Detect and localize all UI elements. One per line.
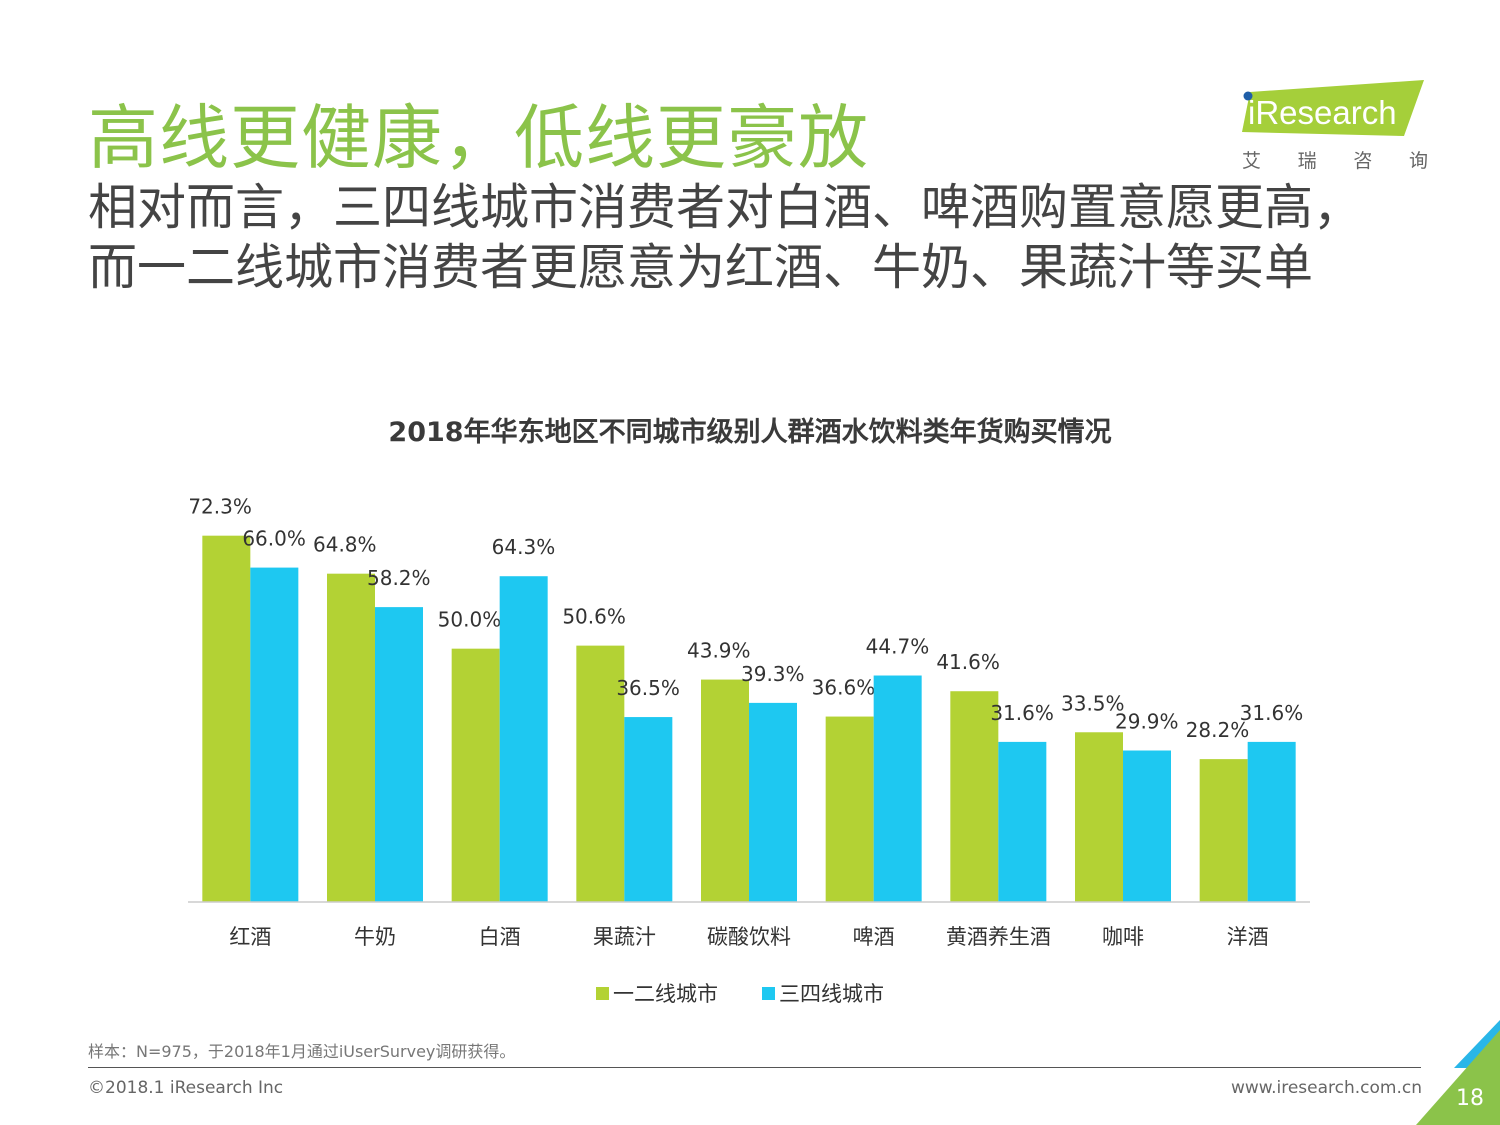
logo-cn-char: 咨: [1353, 150, 1373, 172]
subtitle-line-2: 而一二线城市消费者更愿意为红酒、牛奶、果蔬汁等买单: [88, 239, 1314, 296]
data-label-series-1: 50.0%: [438, 608, 502, 632]
data-label-series-2: 58.2%: [367, 566, 431, 590]
chart-title: 2018年华东地区不同城市级别人群酒水饮料类年货购买情况: [388, 417, 1112, 448]
data-label-series-1: 64.8%: [313, 533, 377, 557]
data-label-series-1: 33.5%: [1061, 691, 1125, 715]
data-label-series-1: 41.6%: [936, 650, 1000, 674]
data-label-series-2: 44.7%: [866, 635, 930, 659]
legend-label-series-2: 三四线城市: [779, 982, 884, 1006]
x-tick-label: 红酒: [229, 925, 271, 949]
legend-item-series-1: 一二线城市: [596, 978, 718, 1008]
bar-series-2: [1123, 750, 1171, 902]
bar-series-1: [1075, 732, 1123, 902]
copyright-text: ©2018.1 iResearch Inc: [88, 1078, 284, 1098]
legend-label-series-1: 一二线城市: [613, 982, 718, 1006]
data-label-series-2: 31.6%: [1240, 701, 1304, 725]
bar-series-2: [998, 741, 1047, 902]
bar-series-2: [749, 702, 797, 902]
bar-series-1: [327, 573, 375, 902]
chart-legend: 一二线城市 三四线城市: [596, 978, 884, 1008]
bar-series-1: [1199, 759, 1248, 902]
data-label-series-2: 39.3%: [741, 662, 805, 686]
logo-cn-char: 艾: [1242, 150, 1262, 172]
bar-series-1: [701, 679, 749, 902]
corner-decoration-icon: [1416, 1020, 1500, 1125]
data-label-series-1: 50.6%: [562, 605, 626, 629]
bar-series-2: [250, 567, 299, 902]
subtitle-line-1: 相对而言，三四线城市消费者对白酒、啤酒购置意愿更高，: [88, 179, 1363, 236]
logo-cn-char: 瑞: [1297, 150, 1317, 172]
page-number: 18: [1456, 1086, 1484, 1111]
footer-divider: [88, 1067, 1421, 1068]
x-tick-label: 果蔬汁: [593, 925, 656, 949]
data-label-series-1: 43.9%: [687, 639, 751, 663]
bar-series-1: [576, 645, 625, 902]
logo-parallelogram: [1242, 80, 1424, 136]
bar-series-1: [451, 648, 500, 902]
data-label-series-2: 29.9%: [1115, 710, 1179, 734]
data-label-series-1: 36.6%: [812, 676, 876, 700]
x-tick-label: 牛奶: [354, 925, 396, 949]
legend-swatch-series-1: [596, 986, 609, 1000]
x-tick-label: 白酒: [479, 925, 521, 949]
page-subtitle: 相对而言，三四线城市消费者对白酒、啤酒购置意愿更高， 而一二线城市消费者更愿意为…: [88, 178, 1362, 298]
iresearch-logo: iResearch: [1242, 80, 1424, 136]
x-tick-label: 啤酒: [853, 925, 895, 949]
page-title: 高线更健康，低线更豪放: [88, 97, 869, 179]
bar-series-2: [873, 675, 922, 902]
logo-wordmark: iResearch: [1248, 94, 1397, 131]
bar-series-2: [624, 717, 673, 902]
data-label-series-1: 72.3%: [188, 495, 252, 519]
legend-item-series-2: 三四线城市: [762, 978, 884, 1008]
website-link[interactable]: www.iresearch.com.cn: [1230, 1078, 1422, 1098]
bar-series-1: [202, 535, 251, 902]
bar-series-1: [950, 691, 999, 902]
x-tick-label: 黄酒养生酒: [946, 925, 1051, 949]
x-tick-label: 洋酒: [1227, 925, 1269, 949]
data-label-series-2: 64.3%: [492, 535, 556, 559]
bar-series-2: [375, 607, 423, 902]
data-label-series-1: 28.2%: [1186, 718, 1250, 742]
bar-series-2: [499, 576, 548, 902]
x-tick-label: 碳酸饮料: [707, 925, 791, 949]
data-label-series-2: 36.5%: [616, 676, 680, 700]
legend-swatch-series-2: [762, 986, 775, 1000]
logo-cn-char: 询: [1408, 150, 1428, 172]
x-tick-label: 咖啡: [1102, 925, 1144, 949]
sample-footnote: 样本：N=975，于2018年1月通过iUserSurvey调研获得。: [88, 1042, 516, 1061]
bar-series-1: [825, 716, 874, 902]
logo-chinese-name: 艾 瑞 咨 询: [1242, 146, 1428, 173]
bar-series-2: [1247, 741, 1296, 902]
data-label-series-2: 66.0%: [242, 527, 306, 551]
logo-dot-icon: [1243, 91, 1253, 101]
data-label-series-2: 31.6%: [990, 701, 1054, 725]
